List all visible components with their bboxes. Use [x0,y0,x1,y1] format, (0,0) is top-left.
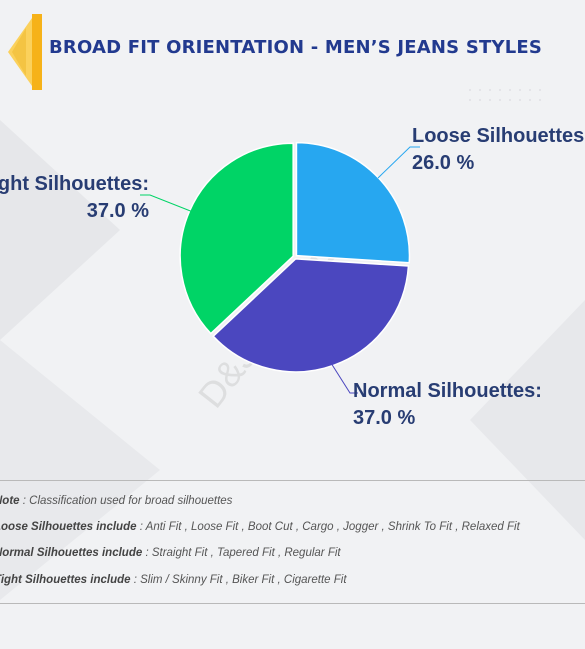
slice-value-label: 37.0 % [87,200,149,222]
note-text: : Straight Fit , Tapered Fit , Regular F… [142,547,341,559]
notes-panel: Note : Classification used for broad sil… [0,480,585,604]
note-key: Loose Silhouettes include [0,521,137,533]
pie-slice-normal-silhouettes [212,258,410,373]
slice-label: Normal Silhouettes: [353,380,542,402]
note-line-2: Normal Silhouettes include : Straight Fi… [0,547,341,559]
chevron-left-icon [8,14,42,90]
note-text: : Anti Fit , Loose Fit , Boot Cut , Carg… [136,521,520,533]
leader-line [330,362,358,394]
slice-value-label: 37.0 % [353,407,415,429]
page-title: BROAD FIT ORIENTATION - MEN’S JEANS STYL… [49,37,543,58]
note-text: : Classification used for broad silhouet… [19,495,233,507]
note-line-0: Note : Classification used for broad sil… [0,495,232,507]
leader-line [377,146,420,179]
slice-label: Tight Silhouettes: [0,173,149,195]
pie-slices [179,141,411,373]
header: BROAD FIT ORIENTATION - MEN’S JEANS STYL… [0,0,585,100]
slice-value-label: 26.0 % [412,152,474,174]
note-key: Normal Silhouettes include [0,547,143,559]
pie-labels: Loose Silhouettes: 26.0 % Normal Silhouett… [0,125,585,429]
note-key: Note [0,495,20,507]
note-text: : Slim / Skinny Fit , Biker Fit , Cigare… [130,574,347,586]
pie-chart: Loose Silhouettes: 26.0 % Normal Silhouett… [0,125,585,429]
pie-slice-tight-silhouettes [179,142,294,335]
note-key: Tight Silhouettes include [0,574,131,586]
slice-label: Loose Silhouettes: [412,125,585,147]
note-line-3: Tight Silhouettes include : Slim / Skinn… [0,574,347,586]
leader-line [140,194,194,213]
note-line-1: Loose Silhouettes include : Anti Fit , L… [0,521,520,533]
pie-slice-loose-silhouettes [295,141,411,264]
